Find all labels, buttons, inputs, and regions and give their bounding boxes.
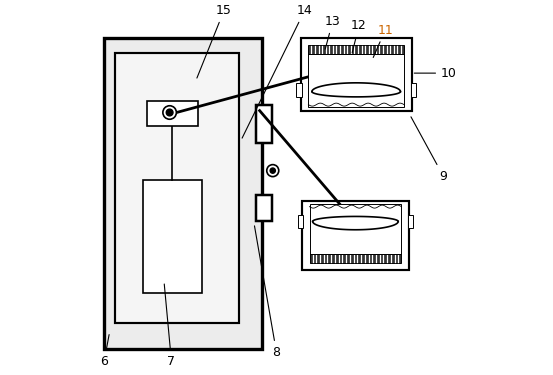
Bar: [296, 83, 301, 98]
Circle shape: [267, 165, 279, 177]
Circle shape: [163, 106, 176, 119]
Text: 8: 8: [254, 226, 280, 359]
Bar: [104, 38, 262, 349]
Bar: [310, 254, 401, 262]
Text: 12: 12: [351, 19, 367, 53]
Circle shape: [270, 168, 275, 173]
Text: 14: 14: [242, 4, 312, 138]
Bar: [256, 105, 272, 142]
Bar: [408, 214, 414, 228]
Text: 7: 7: [164, 284, 175, 368]
Text: 13: 13: [325, 15, 341, 49]
Bar: [411, 83, 416, 98]
Bar: [298, 214, 302, 228]
Bar: [310, 204, 401, 254]
Bar: [115, 53, 239, 322]
Text: 11: 11: [373, 24, 393, 57]
Bar: [309, 54, 404, 107]
Text: 15: 15: [197, 4, 232, 78]
Bar: [302, 201, 409, 270]
Text: 10: 10: [414, 67, 457, 80]
Bar: [256, 195, 272, 221]
Bar: [301, 38, 411, 111]
Bar: [143, 180, 201, 292]
Bar: [147, 101, 198, 126]
Text: 6: 6: [100, 334, 109, 368]
Bar: [309, 45, 404, 54]
Circle shape: [166, 109, 173, 116]
Text: 9: 9: [411, 117, 447, 183]
